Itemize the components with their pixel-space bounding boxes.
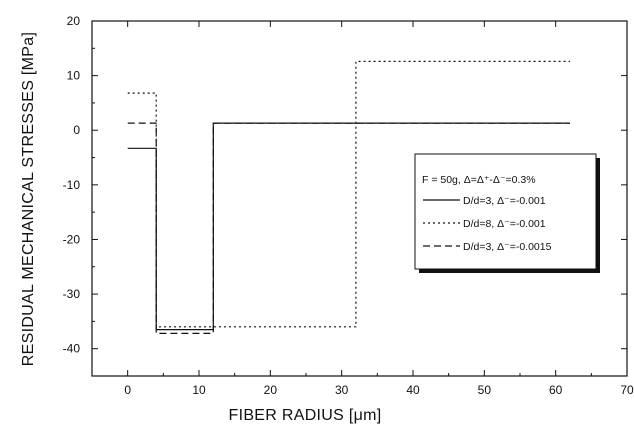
x-tick-label: 50 xyxy=(478,383,492,397)
y-axis-title: RESIDUAL MECHANICAL STRESSES [MPa] xyxy=(20,32,37,366)
x-tick-label: 10 xyxy=(192,383,206,397)
legend: F = 50g, Δ=Δ⁺-Δ⁻=0.3% D/d=3, Δ⁻=-0.001 D/… xyxy=(415,154,600,273)
legend-label: D/d=3, Δ⁻=-0.0015 xyxy=(463,241,552,253)
y-tick-label: 10 xyxy=(67,69,81,83)
y-tick-label: 20 xyxy=(67,14,81,28)
y-tick-label: -40 xyxy=(63,342,81,356)
y-tick-label: -30 xyxy=(63,287,81,301)
x-tick-label: 30 xyxy=(335,383,349,397)
x-tick-label: 70 xyxy=(620,383,634,397)
y-tick-label: -10 xyxy=(63,178,81,192)
x-tick-label: 20 xyxy=(264,383,278,397)
legend-label: D/d=8, Δ⁻=-0.001 xyxy=(463,218,546,230)
x-tick-label: 40 xyxy=(406,383,420,397)
x-axis-title: FIBER RADIUS [μm] xyxy=(229,407,382,424)
y-tick-label: 0 xyxy=(73,123,80,137)
x-tick-label: 0 xyxy=(124,383,131,397)
legend-label: D/d=3, Δ⁻=-0.001 xyxy=(463,195,546,207)
x-tick-label: 60 xyxy=(549,383,563,397)
legend-title: F = 50g, Δ=Δ⁺-Δ⁻=0.3% xyxy=(422,174,536,186)
y-tick-label: -20 xyxy=(63,232,81,246)
